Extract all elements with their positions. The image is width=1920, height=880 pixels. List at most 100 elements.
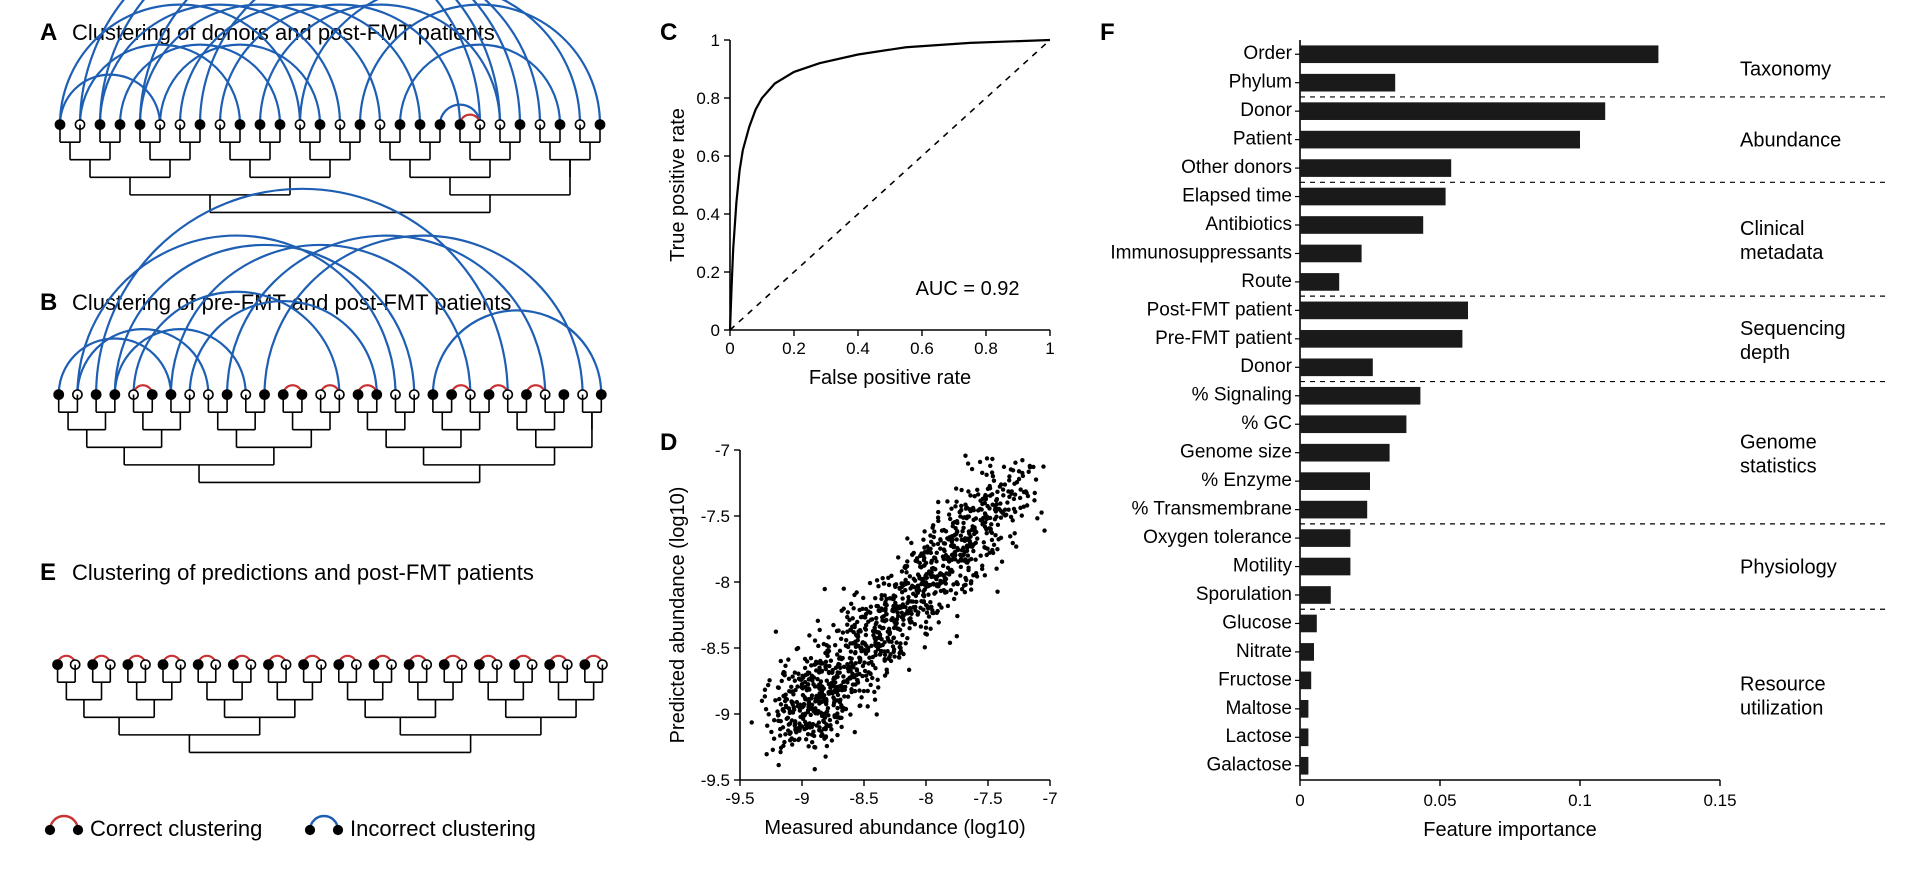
feature-bar [1300, 102, 1605, 120]
feature-label: % Enzyme [1201, 470, 1292, 491]
feature-label: Lactose [1225, 726, 1292, 747]
panel-C-label: C [660, 19, 677, 46]
svg-text:0.15: 0.15 [1703, 791, 1736, 810]
feature-bar [1300, 358, 1373, 376]
svg-text:-8: -8 [715, 573, 730, 592]
feature-label: Sporulation [1196, 584, 1292, 605]
group-label: Abundance [1740, 130, 1841, 152]
svg-text:1: 1 [1045, 339, 1054, 358]
legend: Correct clustering Incorrect clustering [45, 816, 535, 841]
panel-E-title: Clustering of predictions and post-FMT p… [72, 560, 534, 585]
panel-E-label: E [40, 559, 56, 586]
feature-bar [1300, 558, 1350, 576]
svg-text:-9.5: -9.5 [725, 789, 754, 808]
svg-text:0.4: 0.4 [696, 205, 720, 224]
svg-text:0: 0 [711, 321, 720, 340]
feature-label: Route [1241, 271, 1292, 292]
panel-D: D-9.5-9-8.5-8-7.5-7-9.5-9-8.5-8-7.5-7Mea… [660, 429, 1058, 839]
feature-bar [1300, 529, 1350, 547]
feature-bar [1300, 273, 1339, 291]
feature-bar [1300, 245, 1362, 263]
svg-text:0.1: 0.1 [1568, 791, 1592, 810]
group-label: Clinical [1740, 218, 1804, 240]
legend-incorrect-label: Incorrect clustering [350, 816, 536, 841]
feature-label: Pre-FMT patient [1155, 328, 1293, 349]
panel-D-label: D [660, 429, 677, 456]
panel-F-xlabel: Feature importance [1423, 819, 1596, 841]
svg-text:0.2: 0.2 [696, 263, 720, 282]
svg-text:1: 1 [711, 31, 720, 50]
svg-text:0.6: 0.6 [910, 339, 934, 358]
svg-text:-7.5: -7.5 [973, 789, 1002, 808]
feature-label: Order [1243, 43, 1292, 64]
feature-bar [1300, 615, 1317, 633]
feature-bar [1300, 501, 1367, 519]
feature-bar [1300, 45, 1658, 63]
panel-D-ylabel: Predicted abundance (log10) [667, 487, 689, 744]
panel-D-xlabel: Measured abundance (log10) [764, 817, 1025, 839]
svg-text:-8.5: -8.5 [701, 639, 730, 658]
feature-bar [1300, 728, 1308, 746]
panel-C-ylabel: True positive rate [667, 108, 689, 262]
feature-bar [1300, 586, 1331, 604]
feature-label: Phylum [1229, 72, 1292, 93]
feature-label: Oxygen tolerance [1143, 527, 1292, 548]
svg-text:0.05: 0.05 [1423, 791, 1456, 810]
feature-bar [1300, 700, 1308, 718]
panel-B: BClustering of pre-FMT and post-FMT pati… [40, 189, 606, 483]
panel-A-label: A [40, 19, 57, 46]
feature-label: % Signaling [1192, 385, 1292, 406]
feature-label: Donor [1240, 100, 1292, 121]
feature-label: Antibiotics [1205, 214, 1292, 235]
panel-C: C00.20.40.60.8100.20.40.60.81AUC = 0.92F… [660, 19, 1055, 389]
svg-text:0: 0 [1295, 791, 1304, 810]
svg-text:-8.5: -8.5 [849, 789, 878, 808]
svg-text:metadata: metadata [1740, 242, 1824, 264]
feature-label: % GC [1241, 413, 1292, 434]
feature-label: Post-FMT patient [1147, 299, 1293, 320]
svg-text:-7: -7 [1042, 789, 1057, 808]
svg-text:-9.5: -9.5 [701, 771, 730, 790]
svg-text:0.8: 0.8 [696, 89, 720, 108]
panel-F: F00.050.10.15OrderPhylumDonorPatientOthe… [1100, 19, 1890, 841]
feature-bar [1300, 216, 1423, 234]
feature-bar [1300, 672, 1311, 690]
svg-text:utilization: utilization [1740, 698, 1823, 720]
feature-label: Glucose [1222, 612, 1292, 633]
feature-label: Patient [1233, 129, 1293, 150]
panel-B-label: B [40, 289, 57, 316]
feature-bar [1300, 159, 1451, 177]
feature-bar [1300, 444, 1390, 462]
legend-correct-label: Correct clustering [90, 816, 262, 841]
feature-bar [1300, 757, 1308, 775]
svg-text:-9: -9 [794, 789, 809, 808]
svg-text:-7.5: -7.5 [701, 507, 730, 526]
feature-bar [1300, 131, 1580, 149]
svg-text:-8: -8 [918, 789, 933, 808]
figure-root: AClustering of donors and post-FMT patie… [0, 0, 1920, 875]
feature-bar [1300, 330, 1462, 348]
feature-bar [1300, 188, 1446, 206]
scatter-points [750, 454, 1047, 772]
panel-E: E Clustering of predictions and post-FMT … [40, 559, 607, 752]
group-label: Physiology [1740, 557, 1837, 579]
svg-text:0.6: 0.6 [696, 147, 720, 166]
feature-label: Nitrate [1236, 641, 1292, 662]
svg-text:0.2: 0.2 [782, 339, 806, 358]
feature-bar [1300, 472, 1370, 490]
group-label: Resource [1740, 674, 1826, 696]
feature-bar [1300, 302, 1468, 320]
group-label: Sequencing [1740, 318, 1846, 340]
feature-label: Galactose [1206, 755, 1292, 776]
feature-label: Donor [1240, 356, 1292, 377]
feature-label: Immunosuppressants [1110, 242, 1292, 263]
panel-A: AClustering of donors and post-FMT patie… [40, 0, 605, 212]
feature-label: Fructose [1218, 669, 1292, 690]
feature-label: Elapsed time [1182, 185, 1292, 206]
feature-bar [1300, 74, 1395, 92]
group-label: Genome [1740, 432, 1817, 454]
auc-text: AUC = 0.92 [916, 278, 1020, 300]
group-label: Taxonomy [1740, 58, 1831, 80]
feature-bar [1300, 643, 1314, 661]
feature-label: Genome size [1180, 442, 1292, 463]
